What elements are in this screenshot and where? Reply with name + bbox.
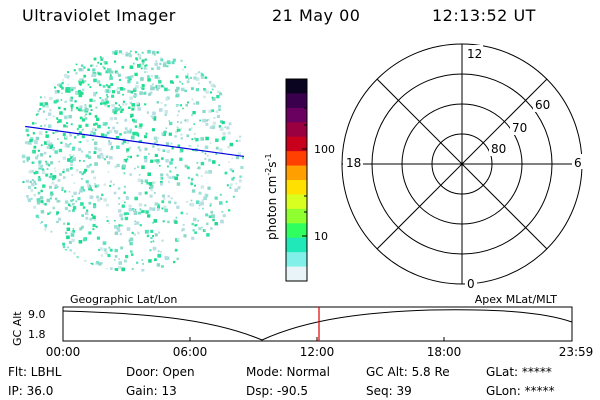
colorbar-cell (286, 93, 307, 109)
glat-status: GLat: ***** (486, 365, 552, 379)
altitude-curve (62, 309, 573, 341)
polar-labels: 12 18 6 0 60 70 80 (343, 45, 584, 291)
filter-status: Flt: LBHL (8, 365, 62, 379)
mlt-18-label: 18 (346, 156, 361, 170)
gc-alt-axis-label: GC Alt (11, 311, 24, 346)
orbit-timeline: Geographic Lat/Lon Apex MLat/MLT GC Alt … (11, 293, 593, 359)
mlt-0-label: 0 (467, 277, 475, 291)
mlat-60-label: 60 (535, 98, 550, 112)
time-label: 12:13:52 UT (432, 6, 536, 25)
colorbar-cell (286, 122, 307, 138)
tick-0000: 00:00 (46, 345, 81, 359)
mlt-12-label: 12 (467, 47, 482, 61)
mlat-70-label: 70 (512, 121, 527, 135)
colorbar-cell (286, 79, 307, 95)
colorbar-unit-label: photon cm-2s-1 (264, 153, 279, 240)
colorbar-tick-10: 10 (314, 230, 328, 243)
instrument-title: Ultraviolet Imager (22, 6, 176, 25)
colorbar-cell (286, 136, 307, 152)
tick-1200: 12:00 (300, 345, 335, 359)
colorbar-cell (286, 266, 307, 282)
colorbar-cell (286, 151, 307, 167)
uv-image (20, 48, 244, 272)
colorbar: 100 10 photon cm-2s-1 (264, 78, 335, 282)
colorbar-cell (286, 165, 307, 181)
colorbar-cell (286, 252, 307, 268)
colorbar-cell (286, 223, 307, 239)
colorbar-tick-100: 100 (314, 143, 335, 156)
gc-alt-top: 9.0 (28, 308, 46, 321)
mlt-6-label: 6 (574, 156, 582, 170)
tick-1800: 18:00 (427, 345, 462, 359)
mlat-80-label: 80 (491, 142, 506, 156)
tick-0600: 06:00 (173, 345, 208, 359)
seq-status: Seq: 39 (366, 384, 412, 398)
colorbar-cell (286, 208, 307, 224)
polar-grid (341, 43, 583, 285)
terminator-line (21, 125, 244, 158)
glon-status: GLon: ***** (486, 384, 555, 398)
colorbar-cell (286, 194, 307, 210)
mode-status: Mode: Normal (246, 365, 330, 379)
gc-alt-bottom: 1.8 (28, 328, 46, 341)
door-status: Door: Open (126, 365, 195, 379)
apex-label: Apex MLat/MLT (475, 293, 558, 306)
date-label: 21 May 00 (272, 6, 361, 25)
gain-status: Gain: 13 (126, 384, 177, 398)
gc-alt-status: GC Alt: 5.8 Re (366, 365, 450, 379)
ip-status: IP: 36.0 (8, 384, 54, 398)
geographic-label: Geographic Lat/Lon (70, 293, 177, 306)
dsp-status: Dsp: -90.5 (246, 384, 309, 398)
tick-2359: 23:59 (559, 345, 594, 359)
colorbar-cell (286, 107, 307, 123)
colorbar-cell (286, 237, 307, 253)
colorbar-cell (286, 180, 307, 196)
